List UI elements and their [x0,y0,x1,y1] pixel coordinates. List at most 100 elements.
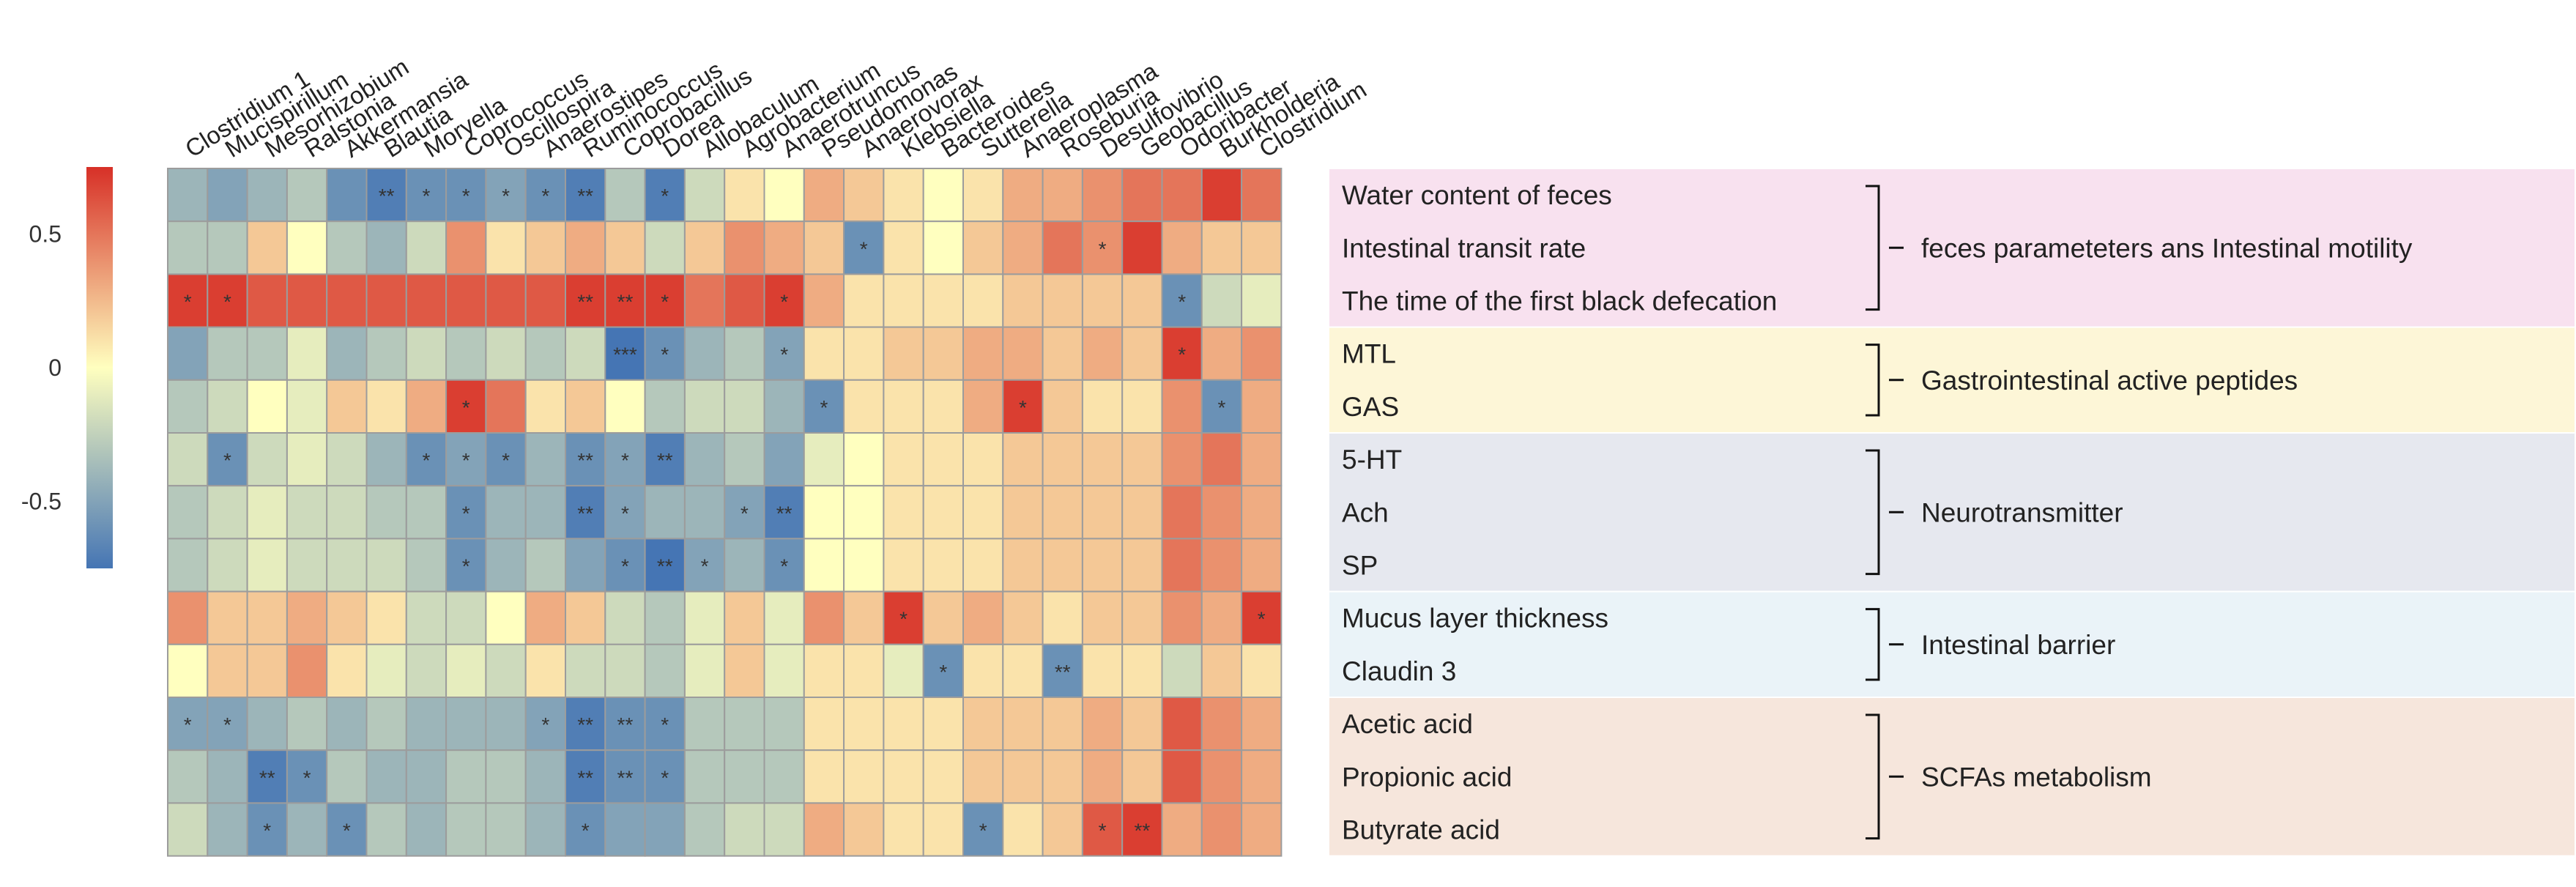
heatmap-cell [604,697,646,751]
significance-mark: * [462,449,470,472]
heatmap-cell [1121,749,1163,804]
heatmap-cell [962,220,1004,275]
heatmap-cell [1042,379,1083,434]
heatmap-cell [803,697,845,751]
significance-mark: ** [1134,820,1150,842]
heatmap-cell [286,273,328,328]
heatmap-cell [843,590,885,645]
heatmap-cell [644,749,686,804]
heatmap-cell [763,168,805,223]
heatmap-cell [644,643,686,698]
heatmap-cell [246,273,288,328]
heatmap-cell [604,643,646,698]
heatmap-cell [1042,432,1083,487]
heatmap-cell [1002,749,1044,804]
heatmap-cell [1002,538,1044,593]
heatmap-cell [803,590,845,645]
heatmap-cell [1161,697,1203,751]
heatmap-cell [1200,590,1243,645]
heatmap-cell [962,697,1004,751]
heatmap-cell [724,538,765,593]
significance-mark: * [541,185,549,207]
significance-mark: * [223,449,231,472]
heatmap-cell [524,749,567,804]
heatmap-cell [1161,643,1203,698]
heatmap-cell [763,485,805,540]
heatmap-cell [1200,643,1243,698]
heatmap-cell [724,749,765,804]
significance-mark: ** [577,449,593,472]
heatmap-cell [962,432,1004,487]
heatmap-cell [365,432,407,487]
heatmap-cell [365,749,407,804]
heatmap-cell [1200,273,1243,328]
heatmap-cell [883,485,924,540]
group-bracket [1866,713,1880,840]
row-label: Acetic acid [1342,709,1473,739]
heatmap-cell [843,432,885,487]
heatmap-cell [524,538,567,593]
heatmap-cell [604,802,646,857]
significance-mark: ** [617,713,634,736]
significance-mark: * [1099,237,1107,260]
heatmap-cell [326,697,368,751]
heatmap-cell [405,273,448,328]
heatmap-cell [326,538,368,593]
heatmap-cell [167,168,209,223]
significance-mark: * [582,820,590,842]
heatmap-cell [683,643,726,698]
heatmap-cell [803,168,845,223]
heatmap-cell [843,485,885,540]
heatmap-cell [922,590,964,645]
heatmap-cell [326,379,368,434]
heatmap-cell [724,590,765,645]
heatmap-cell [922,220,964,275]
significance-mark: * [1019,396,1027,419]
heatmap-cell [405,326,448,381]
heatmap-cell [683,432,726,487]
heatmap-cell [962,590,1004,645]
heatmap-cell [365,802,407,857]
heatmap-cell [326,326,368,381]
heatmap-cell [286,379,328,434]
heatmap-cell [1121,485,1163,540]
heatmap-cell [644,379,686,434]
heatmap-cell [922,749,964,804]
heatmap-cell [724,168,765,223]
heatmap-cell [1241,643,1283,698]
heatmap-cell [683,273,726,328]
significance-mark: * [223,291,231,313]
heatmap-cell [1002,485,1044,540]
group-label: Neurotransmitter [1921,497,2123,527]
heatmap-cell [445,590,487,645]
heatmap-cell [445,643,487,698]
significance-mark: * [621,555,629,578]
heatmap-cell [1002,432,1044,487]
heatmap-cell [485,220,527,275]
significance-mark: ** [657,555,673,578]
heatmap-cell [1161,220,1203,275]
heatmap-cell [1081,590,1124,645]
colorbar-tick-label: -0.5 [21,489,62,515]
heatmap-cell [246,379,288,434]
heatmap-cell [604,220,646,275]
group-bracket [1866,608,1880,681]
significance-mark: * [422,449,430,472]
heatmap-cell [1241,538,1283,593]
heatmap-cell [286,802,328,857]
significance-mark: * [502,185,510,207]
heatmap-cell [326,802,368,857]
heatmap-cell [405,643,448,698]
heatmap-cell [1161,802,1203,857]
heatmap-cell [1161,590,1203,645]
heatmap-cell [1002,220,1044,275]
heatmap-cell [326,220,368,275]
row-label: 5-HT [1342,445,1402,475]
heatmap-cell [1121,273,1163,328]
heatmap-cell [1161,538,1203,593]
heatmap-cell [286,326,328,381]
heatmap-cell [524,220,567,275]
significance-mark: *** [613,344,637,366]
heatmap-cell [326,432,368,487]
significance-mark: * [740,502,749,524]
